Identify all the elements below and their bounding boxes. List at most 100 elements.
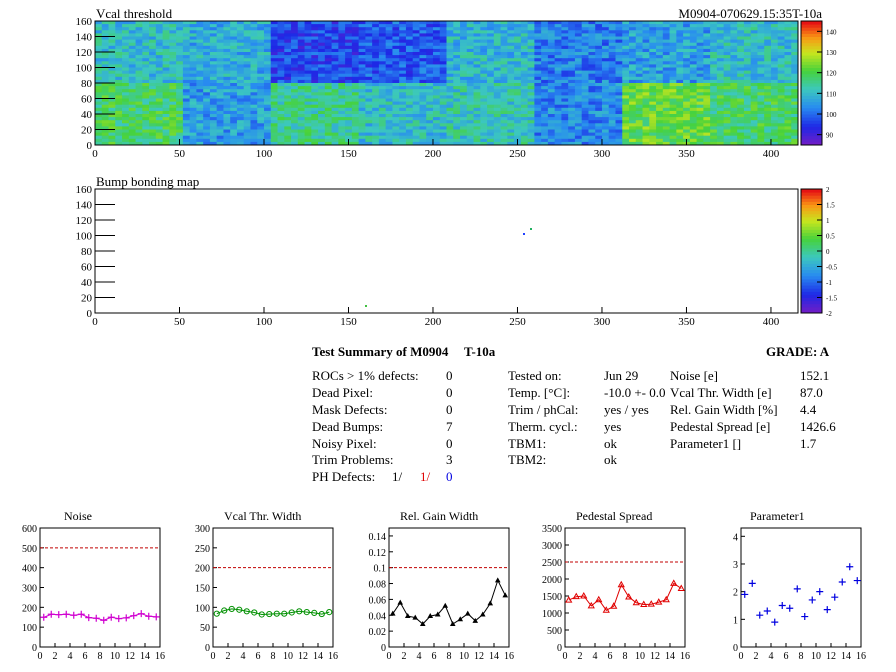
heatmap-cell — [338, 107, 346, 112]
heatmap-cell — [703, 61, 711, 65]
heatmap-cell — [561, 98, 569, 102]
heatmap-cell — [656, 33, 664, 37]
heatmap-cell — [791, 129, 799, 133]
heatmap-cell — [196, 70, 204, 75]
heatmap-cell — [182, 73, 191, 78]
heatmap-cell — [419, 120, 427, 124]
heatmap-cell — [642, 83, 650, 87]
heatmap-cell — [203, 123, 211, 127]
heatmap-cell — [554, 55, 562, 59]
heatmap-cell — [777, 45, 785, 50]
heatmap-cell — [162, 135, 170, 140]
heatmap-cell — [493, 24, 501, 28]
heatmap-cell — [236, 101, 245, 106]
heatmap-cell — [770, 42, 779, 47]
heatmap-cell — [514, 123, 522, 127]
data-point — [77, 610, 85, 618]
heatmap-cell — [527, 123, 535, 127]
heatmap-cell — [662, 27, 670, 31]
heatmap-cell — [500, 123, 508, 127]
colorbar-segment — [801, 226, 822, 230]
heatmap-cell — [142, 135, 150, 140]
heatmap-cell — [581, 64, 589, 68]
heatmap-cell — [101, 30, 109, 34]
colorbar-segment — [801, 244, 822, 249]
heatmap-cell — [480, 135, 488, 140]
y-tick-label: 1 — [733, 615, 738, 626]
heatmap-cell — [635, 132, 643, 137]
heatmap-cell — [149, 61, 157, 65]
heatmap-cell — [277, 52, 285, 56]
heatmap-cell — [649, 24, 657, 28]
heatmap-cell — [216, 123, 224, 127]
heatmap-cell — [324, 95, 332, 99]
heatmap-cell — [601, 79, 610, 84]
heatmap-cell — [547, 24, 556, 28]
heatmap-cell — [520, 89, 529, 93]
heatmap-cell — [541, 61, 549, 65]
heatmap-cell — [331, 79, 339, 84]
heatmap-cell — [629, 95, 637, 99]
heatmap-cell — [601, 36, 610, 40]
heatmap-cell — [466, 129, 474, 133]
heatmap-cell — [493, 107, 501, 112]
heatmap-cell — [642, 141, 650, 146]
heatmap-cell — [135, 58, 143, 62]
heatmap-cell — [304, 120, 312, 124]
heatmap-cell — [595, 114, 603, 118]
heatmap-cell — [297, 110, 305, 115]
heatmap-cell — [324, 98, 332, 102]
heatmap-cell — [311, 101, 319, 106]
heatmap-cell — [419, 36, 427, 40]
heatmap-cell — [95, 86, 103, 90]
heatmap-cell — [311, 45, 319, 50]
heatmap-cell — [297, 58, 305, 62]
heatmap-cell — [554, 123, 562, 127]
heatmap-cell — [568, 76, 576, 81]
heatmap-cell — [385, 79, 393, 84]
heatmap-cell — [750, 135, 758, 140]
heatmap-cell — [743, 55, 752, 59]
heatmap-cell — [656, 55, 664, 59]
colorbar-label: 0.5 — [826, 233, 835, 241]
heatmap-cell — [723, 45, 731, 50]
heatmap-cell — [520, 76, 529, 81]
heatmap-cell — [514, 89, 522, 93]
heatmap-cell — [209, 79, 218, 84]
heatmap-cell — [554, 120, 562, 124]
heatmap-cell — [777, 64, 785, 68]
heatmap-cell — [642, 30, 650, 34]
heatmap-cell — [669, 52, 677, 56]
heatmap-cell — [453, 27, 461, 31]
heatmap-cell — [209, 123, 218, 127]
heatmap-cell — [162, 114, 170, 118]
heatmap-cell — [466, 42, 474, 47]
heatmap-cell — [649, 141, 657, 146]
heatmap-cell — [601, 117, 610, 121]
row-value: 0 — [446, 402, 453, 417]
heatmap-cell — [311, 48, 319, 53]
heatmap-cell — [615, 83, 623, 87]
heatmap-cell — [696, 123, 704, 127]
heatmap-cell — [142, 55, 150, 59]
heatmap-cell — [622, 89, 630, 93]
heatmap-cell — [696, 89, 704, 93]
heatmap-cell — [716, 58, 725, 62]
heatmap-cell — [507, 83, 515, 87]
heatmap-cell — [520, 123, 529, 127]
heatmap-cell — [743, 30, 752, 34]
heatmap-cell — [128, 92, 136, 96]
heatmap-cell — [155, 120, 163, 124]
heatmap-cell — [568, 95, 576, 99]
data-point — [595, 595, 603, 603]
heatmap-cell — [338, 67, 346, 71]
heatmap-cell — [710, 45, 718, 50]
heatmap-cell — [223, 79, 231, 84]
heatmap-cell — [149, 27, 157, 31]
heatmap-cell — [162, 61, 170, 65]
heatmap-cell — [764, 79, 772, 84]
heatmap-cell — [365, 73, 373, 78]
heatmap-cell — [561, 123, 569, 127]
heatmap-cell — [615, 70, 623, 75]
data-point — [228, 605, 235, 613]
